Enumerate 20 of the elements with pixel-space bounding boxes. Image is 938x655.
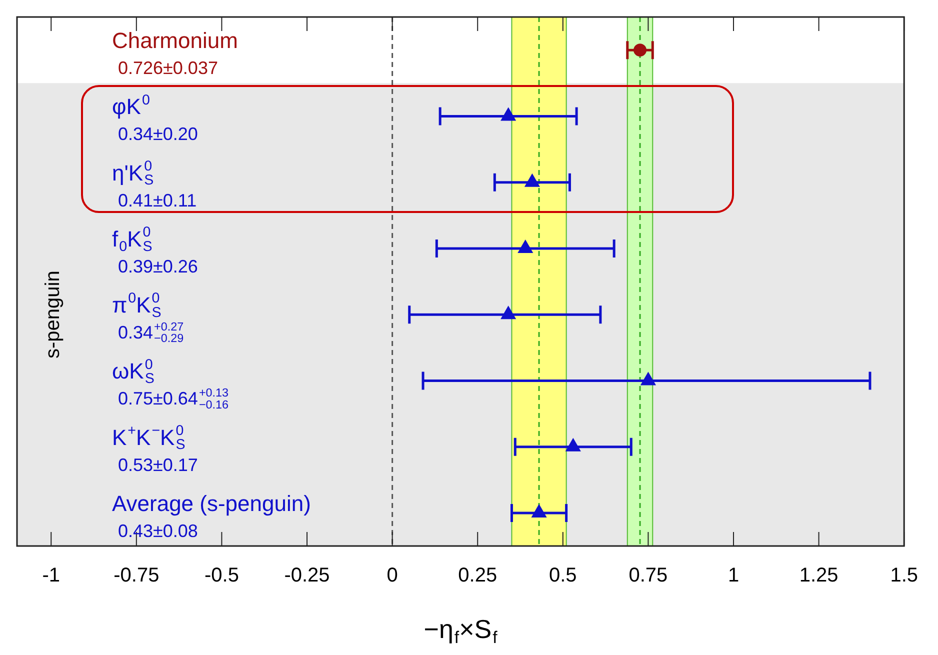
x-tick-label: 1.5 <box>890 564 918 587</box>
y-axis-title: s-penguin <box>42 270 64 358</box>
y-tick-label: Average (s-penguin) <box>112 490 311 516</box>
annotation: 0.39±0.26 <box>118 256 198 276</box>
x-tick-label: 1.25 <box>799 564 838 587</box>
x-tick-label: -0.5 <box>204 564 239 587</box>
annotation: 0.53±0.17 <box>118 454 198 475</box>
x-tick-label: 0.25 <box>458 564 498 587</box>
y-tick-label: Charmonium <box>112 28 238 54</box>
x-tick-label: -0.25 <box>284 564 330 587</box>
annotation: 0.726±0.037 <box>118 58 218 78</box>
x-tick-label: -1 <box>42 564 60 587</box>
annotation: 0.43±0.08 <box>118 520 198 541</box>
annotation: 0.34±0.20 <box>118 124 198 144</box>
annotation: 0.41±0.11 <box>118 190 197 210</box>
x-tick-label: 0.5 <box>549 564 577 587</box>
x-tick-label: 0.75 <box>628 564 668 587</box>
x-tick-label: 0 <box>386 564 398 587</box>
x-tick-label: -0.75 <box>114 564 160 587</box>
x-tick-label: 1 <box>728 564 740 587</box>
